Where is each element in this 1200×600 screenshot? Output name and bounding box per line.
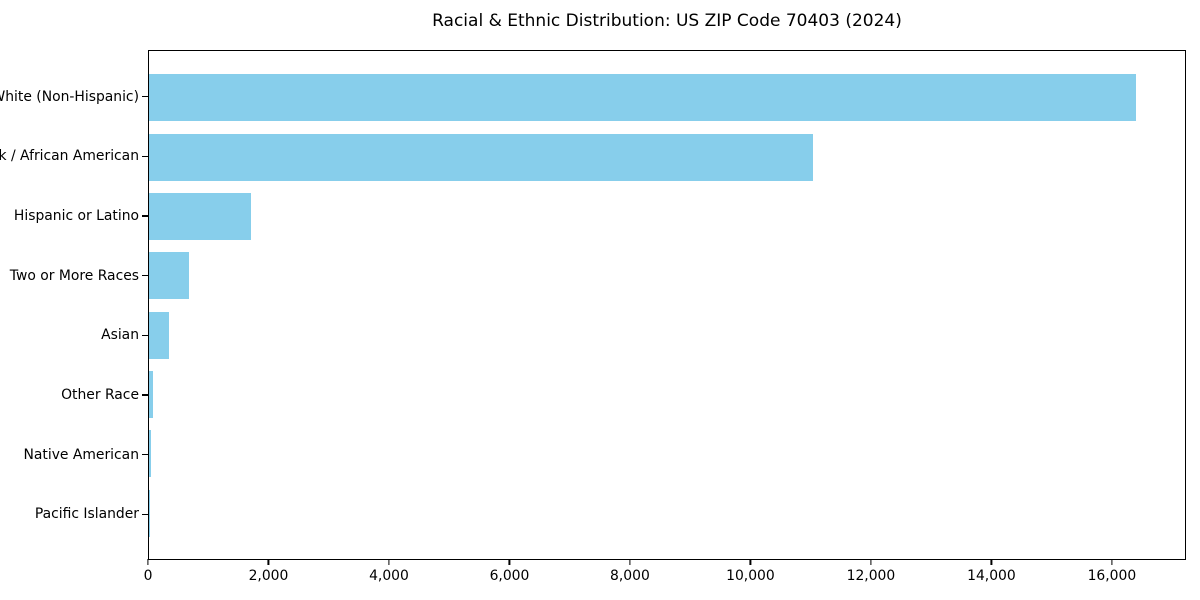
y-axis-label: Other Race	[61, 386, 139, 403]
x-tick-mark	[870, 559, 872, 565]
plot-area	[148, 50, 1186, 560]
bar	[149, 311, 170, 359]
y-axis-label: White (Non-Hispanic)	[0, 88, 139, 105]
y-label-row: Pacific Islander	[0, 484, 148, 544]
x-tick-label: 4,000	[369, 568, 409, 584]
chart-title: Racial & Ethnic Distribution: US ZIP Cod…	[432, 11, 902, 31]
y-axis-label: Black / African American	[0, 148, 139, 165]
y-label-row: Two or More Races	[0, 246, 148, 306]
y-axis-label: Asian	[101, 327, 139, 344]
y-axis-label: Hispanic or Latino	[13, 208, 139, 225]
bar-row	[149, 187, 1185, 246]
bar	[149, 74, 1136, 122]
x-tick-mark	[388, 559, 390, 565]
y-axis-label: Pacific Islander	[34, 506, 139, 523]
y-axis: White (Non-Hispanic) Black / African Amer…	[0, 50, 148, 560]
y-label-row: Black / African American	[0, 127, 148, 187]
y-label-row: Hispanic or Latino	[0, 186, 148, 246]
y-axis-label: Native American	[23, 446, 140, 463]
x-tick-mark	[990, 559, 992, 565]
bar	[149, 252, 190, 300]
y-tick-mark	[142, 275, 148, 277]
y-label-row: Asian	[0, 306, 148, 366]
x-tick-label: 16,000	[1087, 568, 1137, 584]
y-label-row: White (Non-Hispanic)	[0, 67, 148, 127]
x-tick-mark	[147, 559, 149, 565]
bar-row	[149, 365, 1185, 424]
x-tick-mark	[629, 559, 631, 565]
y-tick-mark	[142, 155, 148, 158]
y-tick-mark	[142, 215, 148, 217]
y-label-row: Native American	[0, 425, 148, 485]
bar-row	[149, 127, 1185, 186]
bar-row	[149, 68, 1185, 127]
x-tick-label: 8,000	[610, 568, 650, 584]
bar-row	[149, 484, 1185, 543]
x-tick-label: 10,000	[726, 568, 775, 584]
y-tick-mark	[142, 334, 148, 336]
y-tick-mark	[142, 453, 148, 456]
x-tick-label: 14,000	[967, 568, 1016, 584]
y-tick-mark	[142, 513, 148, 515]
x-tick-mark	[508, 559, 511, 565]
bar	[149, 133, 813, 181]
x-tick-label: 0	[143, 568, 153, 584]
x-tick-mark	[267, 559, 270, 565]
x-tick-label: 2,000	[248, 568, 289, 584]
y-axis-label: Two or More Races	[9, 267, 139, 284]
bar	[149, 430, 151, 478]
x-tick-mark	[749, 559, 752, 565]
y-tick-mark	[142, 96, 148, 98]
x-tick-label: 6,000	[489, 568, 530, 584]
bar-rows	[149, 51, 1185, 559]
bar-row	[149, 424, 1185, 483]
x-tick-label: 12,000	[846, 568, 896, 584]
x-tick-mark	[1111, 559, 1113, 565]
bar-row	[149, 306, 1185, 365]
bar-row	[149, 246, 1185, 305]
y-label-row: Other Race	[0, 365, 148, 425]
bar	[149, 371, 153, 419]
x-axis: 0 2,000 4,000 6,000 8,000 10,000 12,000 14,000 1…	[144, 559, 1186, 599]
bar	[149, 192, 252, 240]
y-tick-mark	[142, 394, 148, 396]
